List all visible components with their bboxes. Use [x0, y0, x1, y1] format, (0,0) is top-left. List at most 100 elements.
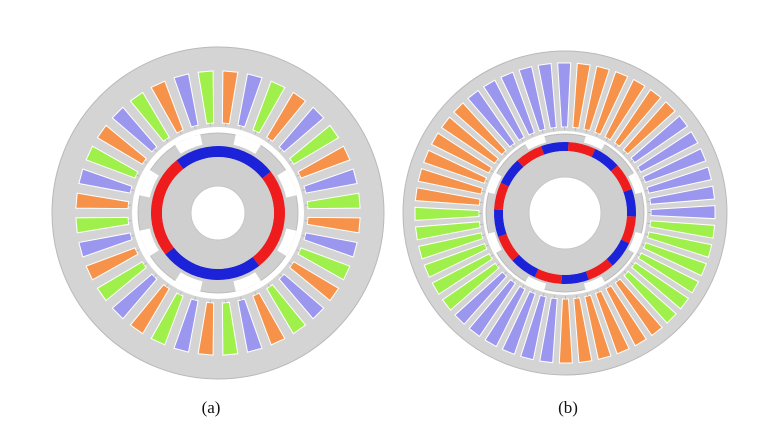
stator-slot: [237, 73, 263, 128]
tooth-tip: [595, 133, 598, 137]
rotor-magnet-segment: [494, 182, 509, 210]
tooth-tip: [586, 292, 589, 297]
rotor-notch: [139, 228, 159, 256]
tooth-tip: [267, 138, 271, 143]
tooth-tip: [179, 291, 182, 295]
stator-slot: [584, 294, 612, 361]
tooth-tip: [301, 189, 306, 191]
stator-slot: [150, 80, 184, 134]
rotor-magnet-segment: [512, 254, 539, 278]
tooth-tip: [623, 271, 627, 274]
stator-slot: [646, 231, 713, 258]
rotor-magnet-segment: [494, 209, 507, 237]
tooth-tip: [636, 253, 640, 257]
stator-slot: [614, 278, 663, 337]
rotor-notch: [488, 173, 502, 195]
tooth-tip: [630, 159, 634, 163]
rotor-notch: [175, 134, 203, 154]
stator-slot: [414, 221, 481, 241]
tooth-tip: [130, 235, 135, 237]
tooth-tip: [481, 234, 486, 237]
caption-a: (a): [201, 398, 221, 417]
tooth-tip: [496, 263, 500, 267]
stator-slot: [96, 261, 147, 302]
tooth-tip: [288, 262, 293, 266]
rotor-notch: [525, 136, 547, 150]
stator-slot: [150, 292, 184, 346]
rotor-magnet-segment: [585, 258, 613, 280]
stator-slot: [637, 252, 700, 294]
stator-slot: [622, 101, 676, 155]
tooth-tip: [496, 160, 500, 164]
stator-slot: [221, 70, 239, 125]
tooth-tip: [532, 289, 535, 293]
motor-b-cross-section: [402, 50, 728, 376]
stator-slot: [482, 79, 525, 141]
rotor-magnet-segment: [606, 239, 630, 266]
tooth-tip: [240, 125, 242, 130]
rotor-magnet-segment: [517, 146, 545, 168]
stator-slot: [129, 91, 170, 142]
tooth-tip: [143, 262, 148, 266]
rotor-magnet-segment: [621, 216, 636, 244]
stator-slot: [173, 298, 199, 353]
stator-slot: [289, 261, 340, 302]
rotor-notch: [175, 272, 203, 292]
stator-slot: [558, 298, 573, 364]
stator-slot: [484, 285, 526, 348]
stator-slot: [78, 168, 133, 194]
stator-slot: [417, 232, 484, 260]
rotor-magnet-segment: [610, 165, 632, 193]
tooth-tip: [240, 296, 242, 301]
tooth-tip: [296, 249, 300, 252]
tooth-tip: [136, 249, 140, 252]
tooth-tip: [615, 278, 619, 282]
stator-slot: [111, 106, 158, 153]
tooth-tip: [254, 131, 257, 135]
tooth-tip: [143, 160, 148, 164]
stator-slot: [441, 262, 500, 311]
stator-slot: [197, 70, 215, 125]
rotor-magnet-segment: [498, 233, 520, 261]
stator-slot: [583, 65, 610, 132]
tooth-tip: [596, 289, 599, 293]
tooth-tip: [521, 284, 525, 288]
stator-slot: [518, 65, 546, 132]
stator-slot: [649, 220, 716, 239]
tooth-tip: [194, 125, 196, 130]
stator-slot: [303, 168, 358, 194]
stator-slot: [573, 297, 593, 364]
stator-slot: [306, 216, 361, 234]
rotor-notch: [628, 231, 642, 253]
tooth-tip: [641, 179, 645, 182]
stator-slot: [646, 166, 713, 194]
tooth-tip: [485, 180, 489, 183]
stator-slot: [423, 242, 488, 278]
stator-slot: [430, 132, 493, 174]
stator-slot: [85, 145, 139, 179]
motor-a-cross-section: [51, 46, 385, 380]
stator-slot: [303, 232, 358, 258]
tooth-tip: [531, 133, 534, 137]
stator-slot: [594, 70, 629, 136]
stator-slot: [630, 115, 689, 164]
rotor-magnet-segment: [591, 148, 618, 172]
stator-slot: [306, 192, 361, 210]
rotor-notch: [488, 231, 502, 253]
stator-slot: [453, 102, 507, 156]
stator-slot: [468, 279, 517, 338]
tooth-tip: [585, 129, 588, 133]
tooth-tip: [130, 189, 135, 191]
tooth-tip: [194, 296, 196, 301]
tooth-tip: [606, 284, 609, 288]
stator-slot: [431, 253, 493, 296]
stator-slot: [642, 242, 708, 277]
stator-slot: [650, 205, 716, 220]
stator-slot: [75, 192, 130, 210]
stator-slot: [278, 106, 325, 153]
tooth-tip: [165, 138, 169, 143]
stator-slot: [501, 290, 536, 356]
rotor-magnet-segment: [568, 142, 596, 157]
stator-slot: [631, 261, 690, 310]
stator-slot: [537, 62, 557, 129]
